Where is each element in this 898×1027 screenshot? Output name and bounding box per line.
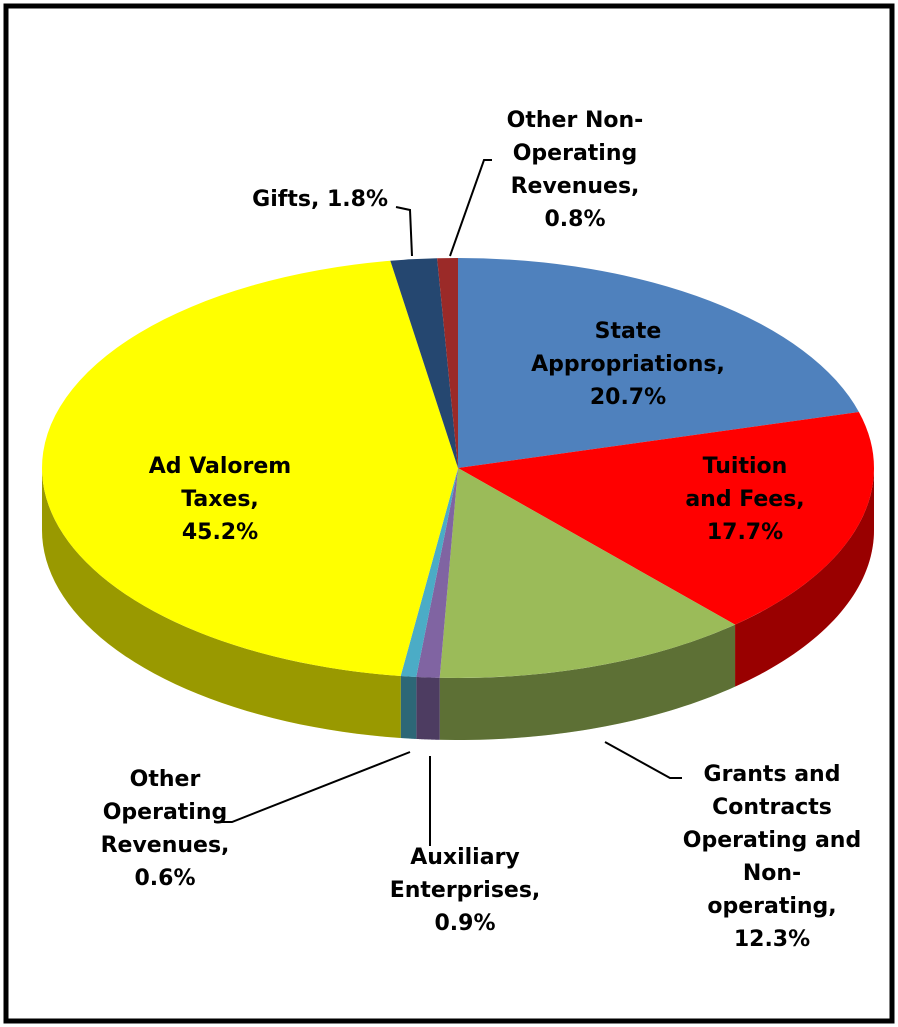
data-label: 12.3% (734, 927, 810, 952)
data-label: Contracts (712, 795, 832, 820)
slice-side-shade (400, 675, 417, 739)
data-label: Ad Valorem (149, 454, 291, 479)
data-label: Gifts, 1.8% (252, 187, 388, 212)
data-label: Revenues, (101, 833, 230, 858)
data-label: 45.2% (182, 520, 258, 545)
data-label: Appropriations, (531, 352, 725, 377)
slice-side (400, 675, 417, 739)
data-label: Operating (103, 800, 228, 825)
slice-side-shade (735, 468, 874, 687)
data-label: Other (130, 767, 201, 792)
slice-side (439, 624, 736, 740)
leader-line (218, 751, 411, 823)
slice (390, 258, 458, 468)
slice (439, 468, 736, 678)
slice-side (42, 468, 401, 738)
data-label: operating, (707, 894, 836, 919)
slice-side-shade (439, 624, 736, 740)
data-label: Taxes, (181, 487, 259, 512)
data-label: Revenues, (511, 174, 640, 199)
pie (41, 258, 875, 740)
leader-line (449, 159, 492, 257)
slice (458, 258, 859, 468)
slice-side (735, 468, 874, 687)
labels: State Appropriations, 20.7% Tuition and Fees… (101, 108, 862, 952)
data-label: 17.7% (707, 520, 783, 545)
data-label: 0.9% (434, 911, 495, 936)
data-label: Operating (513, 141, 638, 166)
slice (458, 411, 875, 625)
leader-line (395, 206, 413, 257)
data-label: Other Non- (507, 108, 644, 133)
data-label: 20.7% (590, 385, 666, 410)
slice (437, 258, 458, 468)
data-label: Auxiliary (410, 845, 520, 870)
data-label: Grants and (704, 762, 841, 787)
slice-side-shade (416, 676, 440, 740)
data-label: and Fees, (685, 487, 804, 512)
data-label: Non- (743, 861, 801, 886)
data-label: State (595, 319, 662, 344)
slice-side (416, 676, 440, 740)
leader-line (604, 741, 682, 779)
data-label: 0.6% (134, 866, 195, 891)
slice (416, 468, 458, 678)
data-label: Enterprises, (390, 878, 541, 903)
slice (41, 260, 458, 676)
slice-side-shade (42, 468, 401, 738)
data-label: 0.8% (544, 207, 605, 232)
data-label: Operating and (683, 828, 861, 853)
data-label: Tuition (703, 454, 788, 479)
slice (400, 468, 458, 677)
